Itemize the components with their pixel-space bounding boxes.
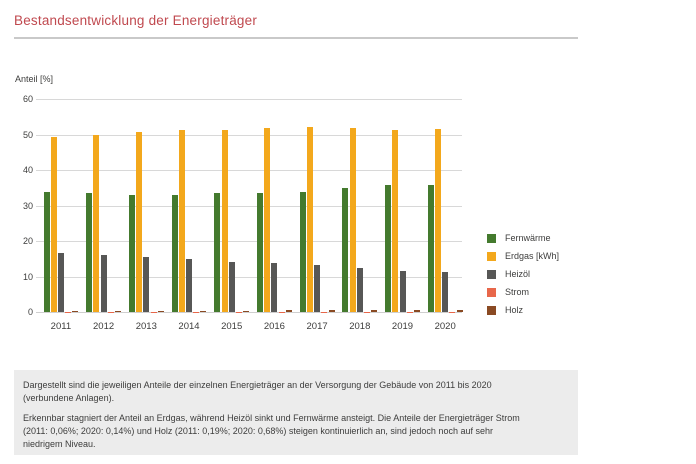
gridline-60	[36, 99, 462, 100]
bar-heiz-l-2018	[356, 268, 363, 312]
legend-swatch	[487, 251, 496, 261]
title-divider	[14, 37, 578, 39]
bar-holz-2013	[157, 310, 164, 312]
bar-heiz-l-2013	[143, 257, 150, 312]
bar-holz-2017	[328, 310, 335, 312]
x-tick-label-2019: 2019	[391, 321, 414, 332]
x-tick-label-2012: 2012	[93, 321, 115, 332]
bar-fernw-rme-2018	[342, 188, 349, 312]
caption-paragraph: Erkennbar stagniert der Anteil an Erdgas…	[23, 412, 568, 451]
y-tick-label-0: 0	[27, 307, 33, 317]
x-tick-label-2015: 2015	[221, 321, 243, 332]
gridline-20	[36, 241, 462, 242]
bar-erdgas-kwh--2016	[264, 127, 271, 312]
x-tick-label-2017: 2017	[306, 321, 328, 332]
legend-item-strom: Strom	[487, 283, 559, 301]
legend-swatch	[487, 233, 496, 243]
y-tick-label-30: 30	[22, 200, 33, 211]
bar-holz-2018	[371, 309, 378, 312]
y-axis-title: Anteil [%]	[15, 74, 54, 84]
legend-swatch	[487, 287, 496, 297]
x-tick-label-2018: 2018	[349, 321, 371, 332]
bar-fernw-rme-2017	[299, 191, 306, 312]
caption-line: Dargestellt sind die jeweiligen Anteile …	[23, 380, 492, 390]
gridline-0	[36, 312, 462, 313]
caption-box: Dargestellt sind die jeweiligen Anteile …	[14, 370, 578, 455]
x-tick-label-2016: 2016	[263, 321, 285, 332]
y-tick-label-10: 10	[22, 271, 33, 282]
legend-item-holz: Holz	[487, 301, 559, 319]
caption-line: Erkennbar stagniert der Anteil an Erdgas…	[23, 413, 520, 423]
bar-holz-2015	[243, 310, 250, 312]
y-tick-label-20: 20	[22, 236, 33, 246]
caption-paragraph: Dargestellt sind die jeweiligen Anteile …	[23, 379, 568, 405]
bar-erdgas-kwh--2018	[349, 128, 356, 312]
bar-holz-2020	[456, 309, 463, 312]
gridline-10	[36, 276, 462, 278]
legend-label: Strom	[505, 287, 530, 297]
bar-fernw-rme-2014	[171, 194, 178, 312]
bar-erdgas-kwh--2012	[93, 134, 100, 312]
bar-erdgas-kwh--2019	[392, 130, 399, 312]
legend-label: Erdgas [kWh]	[505, 251, 560, 261]
bar-chart-plot-area: 0 10 20 30 40 50 60 2011 2012 2013 2014 2015 2016 201…	[23, 94, 463, 332]
legend-label: Fernwärme	[505, 233, 551, 243]
page-title: Bestandsentwicklung der Energieträger	[14, 13, 258, 28]
bar-heiz-l-2011	[57, 253, 64, 312]
bar-erdgas-kwh--2011	[50, 137, 57, 312]
bar-heiz-l-2012	[100, 255, 107, 312]
bar-fernw-rme-2019	[385, 185, 392, 312]
legend-label: Heizöl	[505, 269, 531, 279]
legend-swatch	[487, 305, 496, 315]
bar-holz-2019	[413, 309, 420, 312]
y-tick-label-50: 50	[22, 129, 33, 140]
bar-heiz-l-2016	[271, 263, 278, 312]
bar-holz-2014	[200, 310, 207, 312]
bar-heiz-l-2017	[314, 265, 321, 312]
legend-item-erdgas-kwh-: Erdgas [kWh]	[487, 247, 559, 265]
bar-erdgas-kwh--2014	[178, 130, 185, 312]
bar-holz-2012	[115, 311, 121, 312]
bar-fernw-rme-2016	[257, 193, 263, 312]
x-tick-label-2011: 2011	[50, 321, 72, 332]
y-tick-label-40: 40	[22, 165, 33, 175]
bar-fernw-rme-2013	[128, 194, 135, 312]
bar-fernw-rme-2015	[214, 193, 221, 312]
bar-heiz-l-2019	[399, 270, 406, 312]
bar-fernw-rme-2020	[427, 184, 434, 312]
y-tick-label-60: 60	[22, 94, 33, 104]
chart-legend: Fernwärme Erdgas [kWh] Heizöl Strom Holz	[487, 229, 559, 319]
bar-heiz-l-2015	[228, 261, 235, 312]
gridline-50	[36, 134, 462, 136]
x-tick-label-2014: 2014	[178, 321, 200, 332]
caption-line: (2011: 0,06%; 2020: 0,14%) und Holz (201…	[23, 426, 493, 436]
caption-line: (verbundene Anlagen).	[23, 393, 115, 403]
bar-holz-2011	[72, 311, 79, 312]
bar-erdgas-kwh--2015	[221, 129, 228, 312]
bar-fernw-rme-2011	[43, 191, 50, 312]
bar-erdgas-kwh--2017	[306, 127, 313, 312]
x-tick-label-2020: 2020	[434, 321, 456, 332]
gridline-40	[36, 170, 462, 171]
bar-fernw-rme-2012	[86, 193, 93, 312]
legend-label: Holz	[505, 305, 524, 315]
bar-erdgas-kwh--2020	[435, 128, 441, 312]
bar-holz-2016	[285, 310, 292, 312]
gridline-30	[36, 205, 462, 207]
legend-swatch	[487, 269, 496, 279]
x-tick-label-2013: 2013	[135, 321, 157, 332]
legend-item-fernw-rme: Fernwärme	[487, 229, 559, 247]
bar-heiz-l-2020	[442, 272, 449, 312]
legend-item-heiz-l: Heizöl	[487, 265, 559, 283]
caption-line: niedrigem Niveau.	[23, 439, 96, 449]
bar-erdgas-kwh--2013	[136, 132, 143, 312]
bar-heiz-l-2014	[186, 259, 192, 312]
